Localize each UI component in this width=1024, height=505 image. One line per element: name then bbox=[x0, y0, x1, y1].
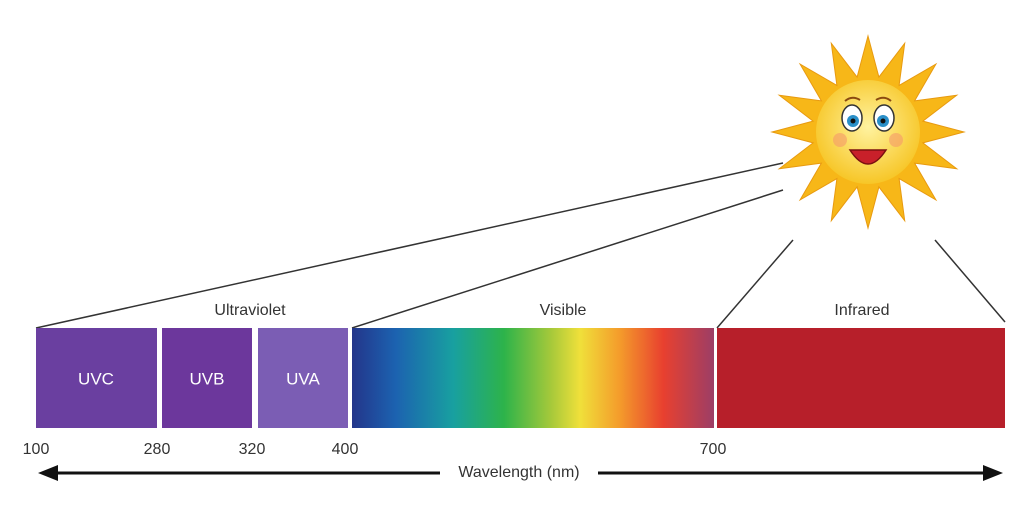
axis-arrow bbox=[38, 465, 1003, 481]
segment-label: UVA bbox=[286, 369, 320, 388]
group-label: Ultraviolet bbox=[214, 302, 286, 319]
tick-label: 400 bbox=[332, 441, 359, 458]
tick-label: 280 bbox=[144, 441, 171, 458]
infrared-band bbox=[717, 328, 1005, 428]
sun-icon bbox=[770, 34, 966, 230]
uva-band bbox=[258, 328, 348, 428]
segment-label: UVB bbox=[190, 369, 225, 388]
group-label: Visible bbox=[540, 302, 587, 319]
uvb-band bbox=[162, 328, 252, 428]
uvc-band bbox=[36, 328, 157, 428]
axis-label: Wavelength (nm) bbox=[458, 464, 579, 481]
segment-label: UVC bbox=[78, 369, 114, 388]
tick-label: 100 bbox=[23, 441, 50, 458]
tick-label: 320 bbox=[239, 441, 266, 458]
tick-label: 700 bbox=[700, 441, 727, 458]
visible-band bbox=[352, 328, 714, 428]
projection-lines bbox=[35, 162, 1006, 329]
group-label: Infrared bbox=[834, 302, 889, 319]
